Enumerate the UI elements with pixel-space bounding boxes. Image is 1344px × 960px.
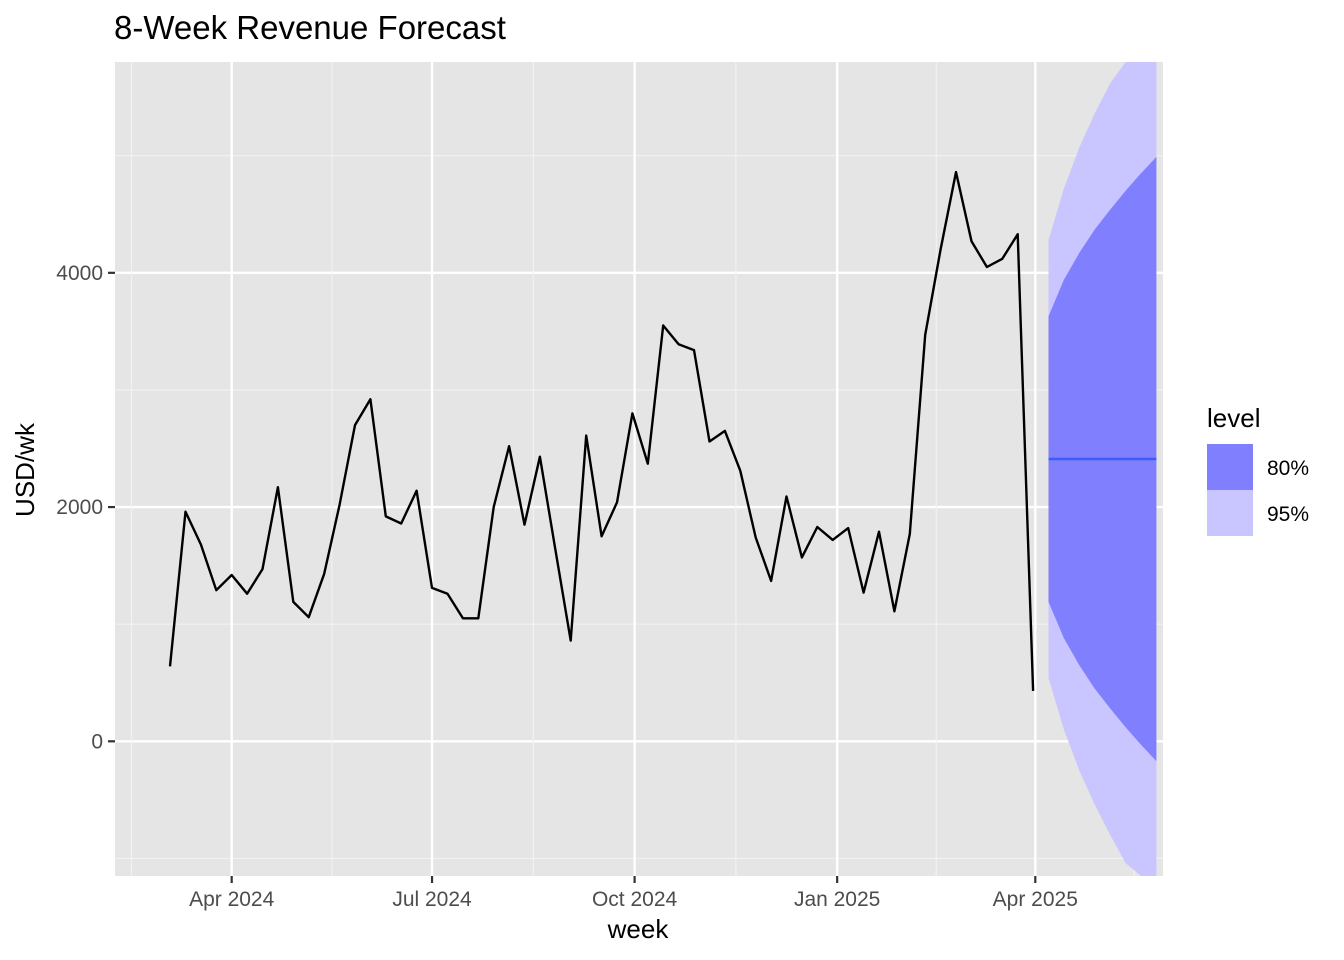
x-tick-label: Apr 2024 [189,888,275,911]
legend-title: level [1207,403,1260,433]
series-layer [168,170,1157,691]
x-axis-title: week [607,914,670,944]
history-line [168,170,1035,691]
x-axis-ticks: Apr 2024 Jul 2024 Oct 2024 Jan 2025 Apr 2025 [189,876,1078,911]
x-tick-label: Apr 2025 [993,888,1078,911]
y-axis-ticks: 0 2000 4000 [56,262,115,753]
chart-title: 8-Week Revenue Forecast [114,9,506,46]
x-tick-label: Jan 2025 [794,888,880,911]
legend-key-0 [1207,444,1253,490]
x-tick-label: Jul 2024 [392,888,472,911]
y-axis-title: USD/wk [10,422,40,517]
y-tick-label: 2000 [56,496,103,519]
plot-panel [115,62,1163,876]
x-tick-label: Oct 2024 [592,888,678,911]
legend: level 80% 95% [1207,403,1309,536]
legend-label-1: 95% [1267,503,1309,526]
legend-key-1 [1207,490,1253,536]
y-tick-label: 4000 [56,262,103,285]
y-tick-label: 0 [91,730,103,753]
legend-label-0: 80% [1267,457,1309,480]
